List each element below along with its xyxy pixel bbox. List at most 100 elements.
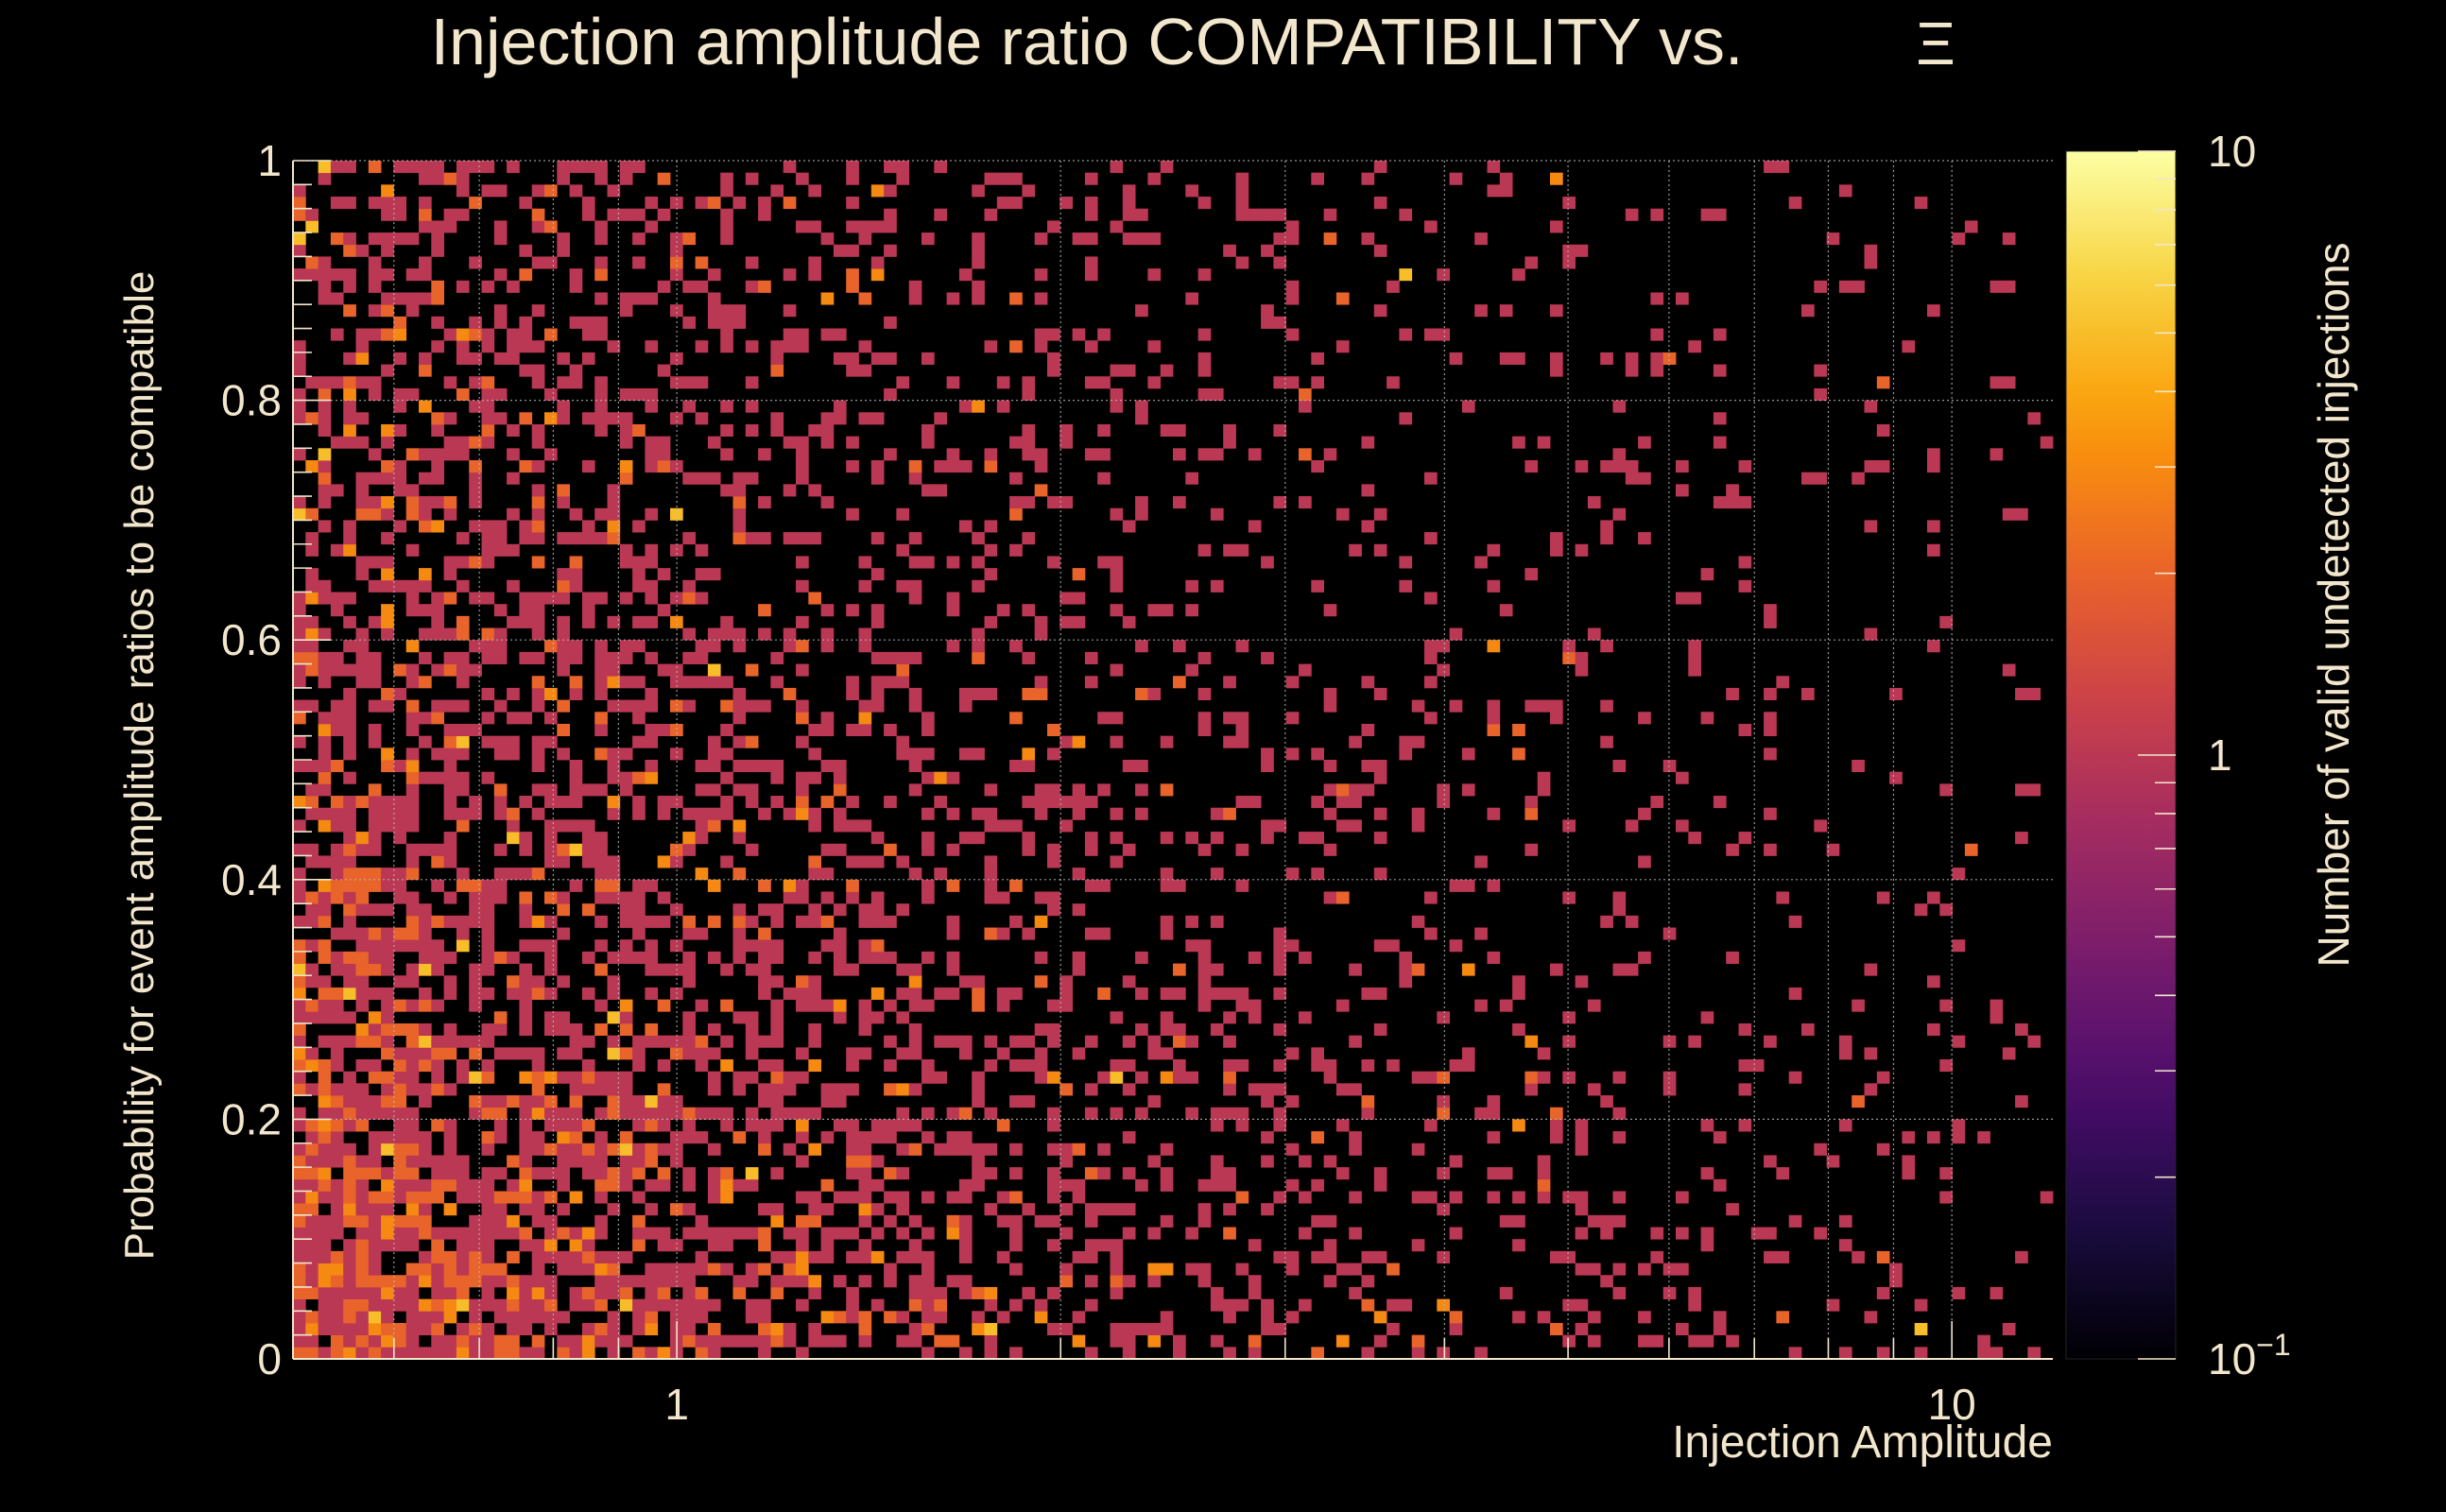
heatmap-bin xyxy=(531,760,545,773)
heatmap-bin xyxy=(393,197,407,210)
heatmap-bin xyxy=(670,1035,683,1048)
y-tick-label: 1 xyxy=(257,136,282,185)
heatmap-bin xyxy=(1285,1250,1300,1263)
heatmap-bin xyxy=(833,963,847,976)
heatmap-bin xyxy=(695,256,709,269)
heatmap-bin xyxy=(318,579,332,593)
heatmap-bin xyxy=(1688,663,1701,677)
heatmap-bin xyxy=(581,1263,595,1276)
heatmap-bin xyxy=(355,1275,370,1288)
heatmap-bin xyxy=(682,1263,696,1276)
heatmap-bin xyxy=(569,1022,583,1037)
heatmap-bin xyxy=(368,1275,382,1288)
heatmap-bin xyxy=(343,819,356,833)
heatmap-bin xyxy=(469,1107,482,1120)
heatmap-bin xyxy=(1009,987,1023,1000)
heatmap-bin xyxy=(1838,1047,1852,1060)
heatmap-bin xyxy=(507,1047,520,1060)
heatmap-bin xyxy=(1990,1011,2004,1024)
heatmap-bin xyxy=(393,1286,407,1299)
heatmap-bin xyxy=(318,651,332,664)
heatmap-bin xyxy=(1864,627,1878,641)
heatmap-bin xyxy=(645,699,659,713)
heatmap-bin xyxy=(1373,304,1387,318)
heatmap-bin xyxy=(984,568,998,581)
heatmap-bin xyxy=(1764,615,1777,628)
heatmap-bin xyxy=(619,939,633,953)
heatmap-bin xyxy=(1084,1035,1098,1048)
heatmap-bin xyxy=(922,1131,935,1144)
heatmap-bin xyxy=(619,1250,633,1263)
heatmap-bin xyxy=(607,1286,621,1299)
heatmap-bin xyxy=(972,1167,985,1180)
heatmap-bins xyxy=(293,161,2054,1360)
heatmap-bin xyxy=(368,472,382,485)
heatmap-bin xyxy=(368,1035,382,1048)
heatmap-bin xyxy=(607,760,621,773)
heatmap-bin xyxy=(846,244,859,257)
heatmap-bin xyxy=(355,507,370,521)
heatmap-bin xyxy=(1562,640,1576,653)
heatmap-bin xyxy=(456,556,470,569)
heatmap-bin xyxy=(581,161,595,174)
grid-lines xyxy=(293,160,2053,1359)
heatmap-bin xyxy=(405,507,420,521)
heatmap-bin xyxy=(1047,1178,1060,1192)
heatmap-bin xyxy=(1575,460,1589,473)
heatmap-bin xyxy=(431,1047,444,1060)
heatmap-bin xyxy=(419,1214,432,1228)
heatmap-bin xyxy=(1009,1239,1023,1252)
heatmap-bin xyxy=(544,1143,558,1156)
heatmap-bin xyxy=(330,1178,344,1192)
heatmap-bin xyxy=(293,1022,306,1037)
heatmap-bin xyxy=(1575,1298,1589,1312)
heatmap-bin xyxy=(1034,627,1048,641)
heatmap-bin xyxy=(1399,975,1413,988)
heatmap-bin xyxy=(368,1107,382,1120)
heatmap-bin xyxy=(405,819,420,833)
heatmap-bin xyxy=(1273,987,1287,1000)
heatmap-bin xyxy=(645,400,659,413)
heatmap-bin xyxy=(1160,604,1174,617)
heatmap-bin xyxy=(1285,676,1300,689)
heatmap-bin xyxy=(305,543,319,557)
heatmap-bin xyxy=(1361,1298,1375,1312)
heatmap-bin xyxy=(368,1155,382,1168)
heatmap-bin xyxy=(958,400,973,413)
heatmap-bin xyxy=(1864,1311,1878,1324)
heatmap-bin xyxy=(293,1239,306,1252)
heatmap-bin xyxy=(481,987,495,1000)
heatmap-bin xyxy=(481,340,495,353)
heatmap-bin xyxy=(419,915,432,928)
heatmap-bin xyxy=(632,161,646,174)
heatmap-bin xyxy=(1537,1191,1551,1204)
heatmap-bin xyxy=(1084,796,1098,809)
heatmap-bin xyxy=(1650,1250,1664,1263)
heatmap-bin xyxy=(305,1143,319,1156)
heatmap-bin xyxy=(293,699,306,713)
heatmap-bin xyxy=(368,1286,382,1299)
heatmap-bin xyxy=(682,915,696,928)
heatmap-bin xyxy=(493,1334,508,1348)
heatmap-bin xyxy=(958,1131,973,1144)
heatmap-bin xyxy=(1034,1214,1048,1228)
heatmap-bin xyxy=(833,244,847,257)
heatmap-bin xyxy=(1764,604,1777,617)
heatmap-bin xyxy=(557,1167,570,1180)
heatmap-bin xyxy=(1437,1298,1450,1312)
heatmap-bin xyxy=(1638,712,1651,725)
heatmap-bin xyxy=(1461,1047,1475,1060)
heatmap-bin xyxy=(922,723,935,737)
heatmap-bin xyxy=(557,1311,570,1324)
heatmap-bin xyxy=(846,1250,859,1263)
heatmap-bin xyxy=(1487,1107,1501,1120)
heatmap-bin xyxy=(732,903,747,917)
heatmap-bin xyxy=(519,1167,533,1180)
heatmap-bin xyxy=(1009,1347,1023,1360)
heatmap-bin xyxy=(456,747,470,761)
heatmap-bin xyxy=(343,1347,356,1360)
heatmap-bin xyxy=(293,760,306,773)
heatmap-bin xyxy=(594,423,608,438)
heatmap-bin xyxy=(1852,472,1865,485)
heatmap-bin xyxy=(1110,1334,1124,1348)
